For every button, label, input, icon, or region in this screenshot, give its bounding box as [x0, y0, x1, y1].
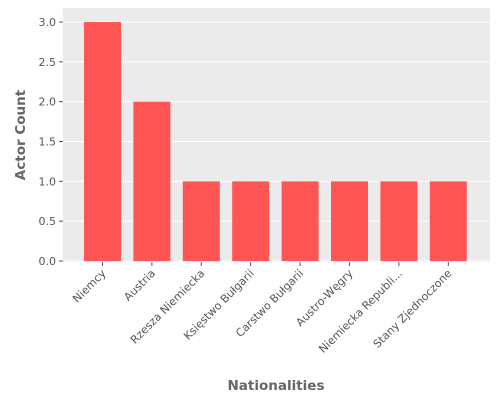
y-axis-title: Actor Count — [13, 89, 29, 180]
y-tick-label: 0.5 — [39, 215, 57, 228]
bar — [232, 181, 270, 261]
y-tick-label: 3.0 — [39, 16, 57, 29]
x-tick-label: Austria — [121, 267, 158, 304]
bar — [133, 101, 171, 262]
bar — [281, 181, 319, 261]
x-axis-title: Nationalities — [227, 378, 324, 394]
bar — [84, 22, 121, 261]
y-tick-label: 1.0 — [39, 175, 57, 188]
bar — [429, 181, 467, 261]
bars — [84, 22, 467, 262]
x-tick-label: Niemcy — [70, 267, 109, 306]
y-tick-label: 1.5 — [39, 136, 57, 149]
plot-background — [63, 8, 490, 262]
bar — [182, 181, 220, 261]
bar — [331, 181, 368, 261]
y-tick-label: 0.0 — [39, 255, 57, 268]
x-tick-label: Niemiecka Republi... — [316, 267, 405, 356]
y-tick-label: 2.0 — [39, 96, 57, 109]
y-tick-label: 2.5 — [39, 56, 57, 69]
bar — [380, 181, 418, 261]
y-axis-ticks: 0.0 0.5 1.0 1.5 2.0 2.5 3.0 — [39, 16, 63, 268]
